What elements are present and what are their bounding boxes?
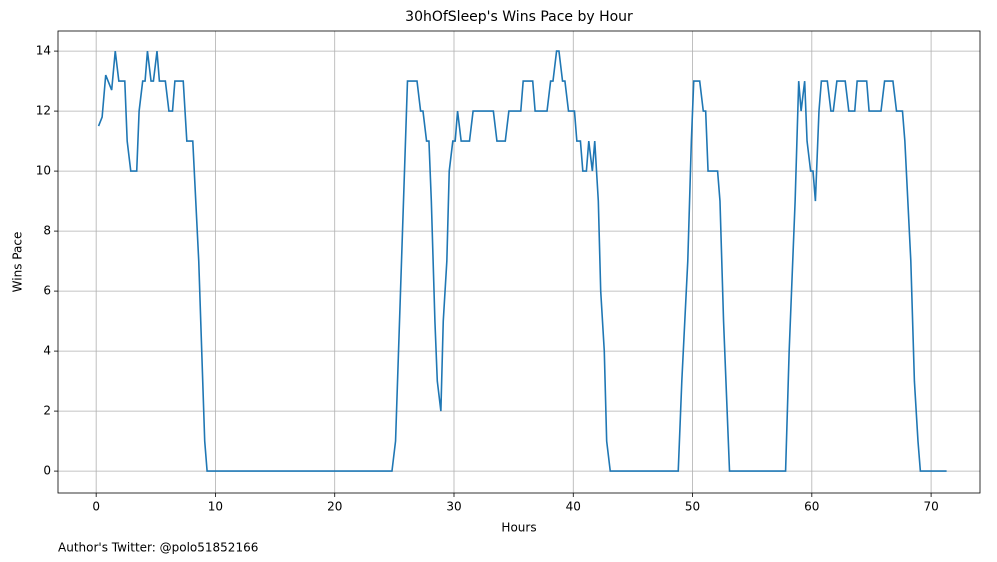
x-tick-label: 0 — [92, 500, 100, 514]
x-tick-label: 70 — [923, 500, 938, 514]
footnote: Author's Twitter: @polo51852166 — [58, 541, 258, 555]
y-tick-label: 6 — [43, 284, 51, 298]
x-tick-label: 30 — [446, 500, 461, 514]
y-tick-label: 14 — [36, 44, 51, 58]
x-tick-label: 60 — [804, 500, 819, 514]
y-tick-label: 10 — [36, 164, 51, 178]
x-tick-label: 10 — [208, 500, 223, 514]
y-tick-label: 0 — [43, 464, 51, 478]
y-tick-label: 4 — [43, 344, 51, 358]
x-axis-label: Hours — [501, 521, 536, 535]
y-tick-label: 12 — [36, 104, 51, 118]
plot-frame — [57, 30, 981, 494]
y-axis-label: Wins Pace — [11, 232, 25, 293]
x-tick-label: 40 — [566, 500, 581, 514]
line — [97, 50, 947, 472]
x-tick-label: 20 — [327, 500, 342, 514]
y-tick-label: 8 — [43, 224, 51, 238]
chart-title: 30hOfSleep's Wins Pace by Hour — [405, 9, 633, 25]
y-tick-label: 2 — [43, 404, 51, 418]
x-tick-label: 50 — [685, 500, 700, 514]
